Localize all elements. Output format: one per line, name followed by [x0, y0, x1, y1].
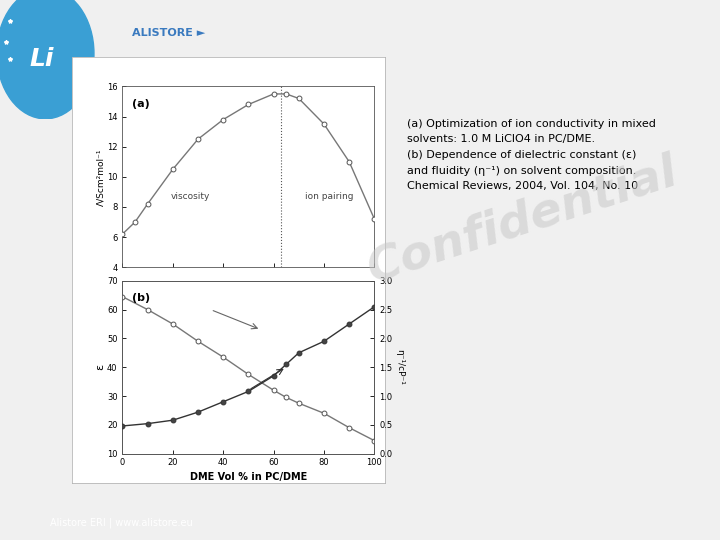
Y-axis label: η⁻¹/cP⁻¹: η⁻¹/cP⁻¹: [395, 349, 405, 385]
Text: (a): (a): [132, 99, 150, 109]
X-axis label: DME Vol % in PC/DME: DME Vol % in PC/DME: [190, 471, 307, 482]
Text: (a) Optimization of ion conductivity in mixed
solvents: 1.0 M LiClO4 in PC/DME.
: (a) Optimization of ion conductivity in …: [407, 119, 656, 191]
Text: Li: Li: [30, 48, 54, 71]
Y-axis label: ε: ε: [96, 364, 106, 370]
Text: Confidential: Confidential: [361, 150, 683, 292]
Y-axis label: Λ/Scm²mol⁻¹: Λ/Scm²mol⁻¹: [96, 148, 106, 206]
Text: European research institute: European research institute: [132, 61, 239, 70]
Ellipse shape: [0, 0, 94, 119]
Text: (b): (b): [132, 293, 150, 303]
Text: ALISTORE ►: ALISTORE ►: [132, 28, 205, 38]
Text: viscosity: viscosity: [171, 192, 210, 201]
Text: ion pairing: ion pairing: [305, 192, 354, 201]
Text: Alistore ERI | www.alistore.eu: Alistore ERI | www.alistore.eu: [50, 517, 193, 528]
